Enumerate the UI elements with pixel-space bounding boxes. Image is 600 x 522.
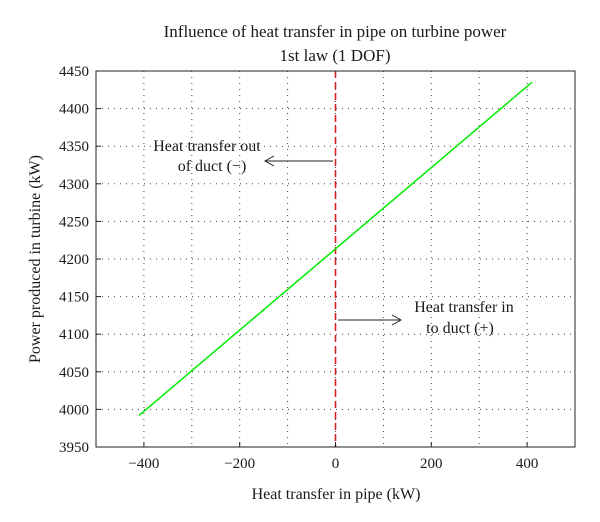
annotation-out-line-2: of duct (−) [178, 158, 247, 175]
y-tick-label: 4100 [59, 327, 89, 343]
y-tick-label: 3950 [59, 440, 89, 456]
y-tick-label: 4300 [59, 177, 89, 193]
annotation-into-duct: Heat transfer in to duct (+) [338, 299, 514, 337]
annotation-out-line-1: Heat transfer out [153, 138, 261, 155]
annotation-out-arrowhead [263, 155, 275, 167]
series-line [138, 81, 533, 416]
x-tick-label: 0 [332, 456, 340, 472]
annotation-in-line-1: Heat transfer in [414, 299, 514, 316]
y-tick-label: 4050 [59, 365, 89, 381]
annotation-out-of-duct: Heat transfer out of duct (−) [153, 138, 333, 175]
annotation-in-arrowhead [391, 314, 403, 326]
y-tick-label: 4150 [59, 290, 89, 306]
annotation-in-line-2: to duct (+) [426, 320, 494, 337]
x-ticks: −400 −200 0 200 400 [128, 442, 538, 472]
x-tick-label: −400 [128, 456, 159, 472]
x-tick-label: 400 [516, 456, 539, 472]
chart-title: Influence of heat transfer in pipe on tu… [164, 22, 507, 41]
y-tick-label: 4250 [59, 214, 89, 230]
y-axis-label: Power produced in turbine (kW) [27, 155, 44, 363]
y-tick-label: 4350 [59, 139, 89, 155]
y-tick-label: 4400 [59, 102, 89, 118]
y-tick-label: 4450 [59, 64, 89, 80]
chart-subtitle: 1st law (1 DOF) [280, 46, 391, 65]
x-tick-label: 200 [420, 456, 443, 472]
x-tick-label: −200 [224, 456, 255, 472]
y-tick-label: 4000 [59, 402, 89, 418]
y-ticks: 3950 4000 4050 4100 4150 4200 4250 4300 4350 4400… [59, 64, 101, 456]
y-tick-label: 4200 [59, 252, 89, 268]
x-axis-label: Heat transfer in pipe (kW) [252, 486, 421, 503]
